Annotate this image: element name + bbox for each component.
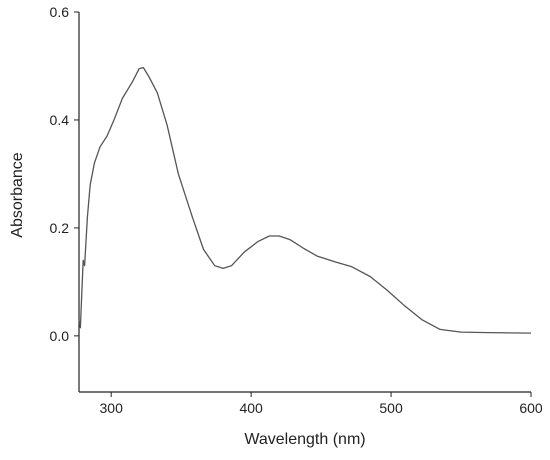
y-tick-label: 0.4 xyxy=(50,112,70,128)
spectrum-line xyxy=(78,66,532,334)
x-tick-label: 300 xyxy=(100,400,124,416)
y-tick-label: 0.0 xyxy=(50,328,70,344)
y-axis-label: Absorbance xyxy=(9,152,26,237)
x-tick-label: 500 xyxy=(379,400,403,416)
x-axis-label: Wavelength (nm) xyxy=(244,431,365,448)
x-tick-label: 600 xyxy=(519,400,543,416)
y-tick-label: 0.2 xyxy=(50,220,70,236)
x-tick-label: 400 xyxy=(239,400,263,416)
y-tick-label: 0.6 xyxy=(50,4,70,20)
